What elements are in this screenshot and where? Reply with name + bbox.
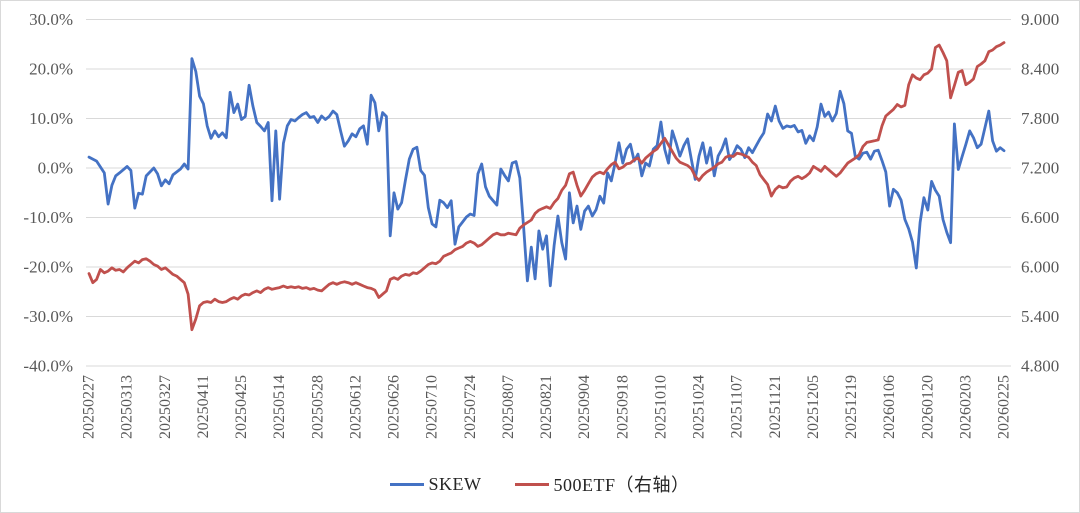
- y-axis-right-tick-label: 5.400: [1021, 307, 1059, 326]
- x-axis-tick-label: 20251024: [691, 375, 708, 439]
- y-axis-left-tick-label: -10.0%: [23, 208, 73, 227]
- x-axis-tick-label: 20251107: [729, 375, 746, 438]
- y-axis-right-tick-label: 7.200: [1021, 159, 1059, 178]
- x-axis-tick-label: 20250626: [386, 375, 403, 439]
- x-axis-tick-label: 20260106: [881, 375, 898, 439]
- skew-line: [87, 57, 1006, 288]
- y-axis-left-tick-label: 30.0%: [29, 10, 73, 29]
- x-axis-tick-label: 20251121: [767, 375, 784, 438]
- y-axis-right-tick-label: 6.600: [1021, 208, 1059, 227]
- series-lines: [87, 41, 1006, 332]
- x-axis: 20250227 20250313 20250327 20250411 20250425…: [81, 375, 1013, 439]
- x-axis-tick-label: 20250528: [309, 375, 326, 439]
- x-axis-tick-label: 20250904: [576, 375, 593, 439]
- etf-line-swatch-icon: [515, 482, 550, 486]
- y-axis-left-tick-label: -40.0%: [23, 357, 73, 376]
- y-axis-left-tick-label: -20.0%: [23, 258, 73, 277]
- x-axis-tick-label: 20250425: [233, 375, 250, 439]
- x-axis-tick-label: 20250411: [195, 375, 212, 438]
- x-axis-tick-label: 20250710: [424, 375, 441, 439]
- x-axis-tick-label: 20250821: [538, 375, 555, 439]
- y-axis-left-tick-label: 0.0%: [38, 159, 73, 178]
- y-axis-right-tick-label: 8.400: [1021, 60, 1059, 79]
- gridlines: [86, 19, 1011, 367]
- y-axis-left-tick-label: -30.0%: [23, 307, 73, 326]
- y-axis-right-tick-label: 9.000: [1021, 10, 1059, 29]
- x-axis-tick-label: 20250227: [81, 375, 98, 439]
- legend-item-skew[interactable]: SKEW: [390, 474, 481, 495]
- x-axis-tick-label: 20250313: [119, 375, 136, 439]
- x-axis-tick-label: 20260203: [957, 375, 974, 439]
- y-axis-right: 9.000 8.400 7.800 7.200 6.600 6.000 5.400 4.800: [1021, 10, 1059, 376]
- y-axis-right-tick-label: 6.000: [1021, 258, 1059, 277]
- y-axis-left-tick-label: 10.0%: [29, 109, 73, 128]
- legend-label-skew: SKEW: [428, 473, 482, 494]
- x-axis-tick-label: 20260120: [919, 375, 936, 439]
- y-axis-right-tick-label: 7.800: [1021, 109, 1059, 128]
- y-axis-left: 30.0% 20.0% 10.0% 0.0% -10.0% -20.0% -30.0% -40…: [23, 10, 73, 376]
- x-axis-tick-label: 20250807: [500, 375, 517, 439]
- y-axis-left-tick-label: 20.0%: [29, 60, 73, 79]
- x-axis-tick-label: 20250327: [157, 375, 174, 439]
- x-axis-tick-label: 20250724: [462, 375, 479, 439]
- legend-item-500etf[interactable]: 500ETF（右轴）: [515, 471, 689, 497]
- y-axis-right-tick-label: 4.800: [1021, 357, 1059, 376]
- x-axis-tick-label: 20250514: [271, 375, 288, 439]
- skew-line-swatch-icon: [390, 482, 425, 486]
- legend-label-500etf: 500ETF（右轴）: [553, 475, 690, 495]
- x-axis-tick-label: 20250612: [347, 375, 364, 439]
- x-axis-tick-label: 20260225: [996, 375, 1013, 439]
- x-axis-tick-label: 20251205: [805, 375, 822, 439]
- etf-line: [87, 41, 1006, 332]
- chart-legend: SKEW 500ETF（右轴）: [1, 467, 1079, 501]
- x-axis-tick-label: 20250918: [614, 375, 631, 439]
- x-axis-tick-label: 20251010: [652, 375, 669, 439]
- x-axis-tick-label: 20251219: [843, 375, 860, 439]
